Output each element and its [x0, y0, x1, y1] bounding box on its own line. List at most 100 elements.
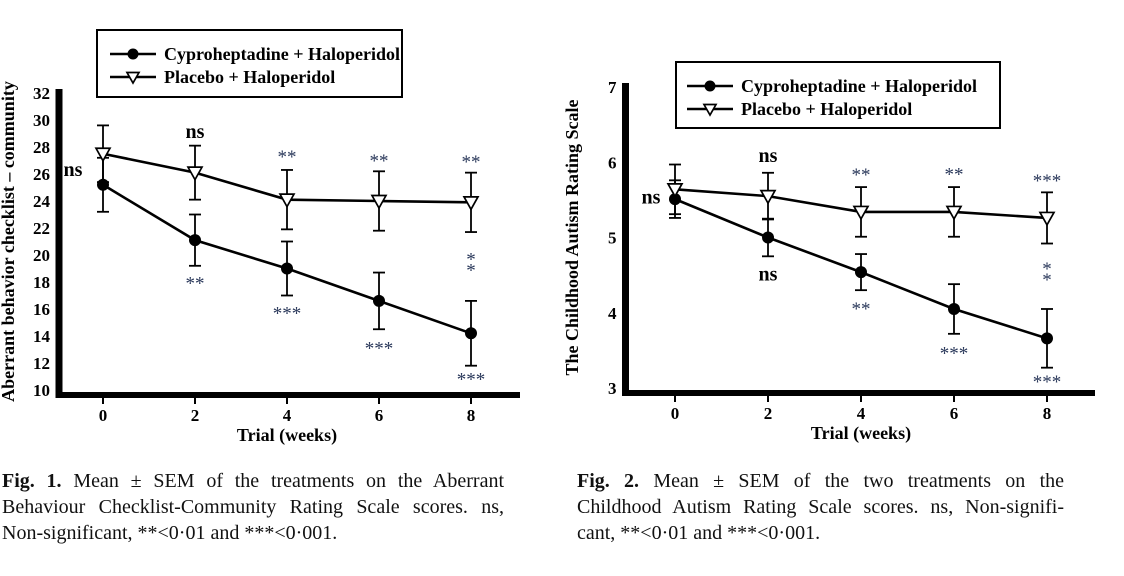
fig1-caption-line2: Behaviour Checklist-Community Rating Sca…: [2, 496, 504, 518]
y-tick-label: 24: [33, 192, 51, 211]
fig1-caption-line3: Non-significant, **<0·01 and ***<0·001.: [2, 522, 338, 544]
significance-marker: ns: [642, 187, 661, 209]
y-tick-label: 4: [608, 304, 617, 323]
significance-marker: ***: [365, 338, 394, 359]
y-tick-label: 16: [33, 300, 50, 319]
legend-box: [675, 61, 1001, 129]
fig2-caption: Fig. 2. Mean ± SEM of the two treatments…: [577, 468, 1064, 546]
triangle-down-marker: [1038, 211, 1056, 227]
fig2-caption-line3: cant, **<0·01 and ***<0·001.: [577, 522, 821, 544]
x-axis-spine: [55, 392, 520, 398]
circle-marker: [669, 193, 681, 206]
fig1-caption-text1: Mean ± SEM of the treatments on the Aber…: [73, 470, 505, 492]
y-tick-label: 3: [608, 379, 617, 398]
significance-marker: ***: [940, 343, 969, 364]
circle-marker: [373, 294, 385, 307]
circle-marker: [465, 327, 477, 340]
significance-marker: **: [462, 152, 481, 173]
x-tick-label: 6: [375, 406, 384, 425]
fig1-caption-label: Fig. 1.: [2, 470, 62, 492]
x-tick-label: 0: [671, 404, 680, 423]
y-tick-label: 20: [33, 246, 50, 265]
significance-marker: ***: [273, 303, 302, 324]
x-axis-spine: [622, 390, 1095, 396]
legend-box: [96, 29, 403, 98]
y-tick-label: 22: [33, 219, 50, 238]
y-tick-label: 6: [608, 153, 617, 172]
triangle-down-marker: [702, 103, 718, 117]
significance-marker: **: [466, 249, 476, 281]
y-tick-label: 10: [33, 381, 50, 400]
x-axis-title: Trial (weeks): [811, 423, 911, 444]
triangle-down-marker: [759, 189, 777, 205]
significance-marker: ns: [759, 263, 778, 285]
significance-marker: **: [186, 274, 205, 295]
y-axis-spine: [622, 83, 629, 396]
legend-label: Placebo + Haloperidol: [164, 67, 335, 87]
fig2-caption-text1: Mean ± SEM of the two treatments on the: [653, 470, 1065, 492]
triangle-down-marker: [462, 196, 480, 212]
y-tick-label: 32: [33, 84, 50, 103]
legend-label: Cyproheptadine + Haloperidol: [741, 76, 977, 96]
significance-marker: ***: [1033, 171, 1062, 192]
significance-marker: ***: [457, 370, 486, 391]
x-tick-label: 8: [467, 406, 476, 425]
significance-marker: **: [852, 299, 871, 320]
circle-marker: [948, 302, 960, 315]
legend-label: Cyproheptadine + Haloperidol: [164, 44, 400, 64]
y-tick-label: 7: [608, 78, 617, 97]
y-tick-label: 30: [33, 111, 50, 130]
significance-marker: **: [852, 165, 871, 186]
x-tick-label: 0: [99, 406, 108, 425]
fig2-caption-label: Fig. 2.: [577, 470, 640, 492]
y-axis-title: The Childhood Autism Rating Scale: [562, 99, 582, 375]
triangle-down-marker: [125, 71, 141, 85]
x-axis-title: Trial (weeks): [237, 425, 337, 446]
x-tick-label: 6: [950, 404, 959, 423]
triangle-down-marker: [852, 205, 870, 221]
circle-marker: [704, 80, 716, 92]
circle-marker: [1041, 332, 1053, 345]
significance-marker: **: [945, 164, 964, 185]
triangle-down-marker: [666, 182, 684, 199]
y-tick-label: 26: [33, 165, 50, 184]
y-axis-spine: [55, 89, 63, 398]
significance-marker: ns: [759, 145, 778, 167]
triangle-down-marker: [945, 205, 963, 221]
triangle-down-marker: [278, 193, 296, 209]
y-axis-title: Aberrant behavior checklist – community: [0, 81, 18, 402]
significance-marker: **: [1042, 259, 1052, 291]
significance-marker: ***: [1033, 372, 1062, 393]
fig2-chart: 3 4 5 6 7 0 2 4 6 8 Trial (weeks) The Childhood Aut…: [562, 61, 1095, 444]
x-tick-label: 2: [191, 406, 200, 425]
triangle-down-marker: [94, 147, 112, 163]
x-tick-label: 8: [1043, 404, 1052, 423]
circle-marker: [762, 231, 774, 244]
y-tick-label: 14: [33, 327, 51, 346]
circle-marker: [127, 48, 139, 60]
y-tick-label: 28: [33, 138, 50, 157]
fig1-caption-line1: Fig. 1. Mean ± SEM of the treatments on …: [2, 468, 504, 494]
x-tick-label: 4: [283, 406, 292, 425]
fig1-caption: Fig. 1. Mean ± SEM of the treatments on …: [2, 468, 504, 546]
y-tick-label: 5: [608, 229, 617, 248]
y-tick-label: 18: [33, 273, 50, 292]
circle-marker: [281, 262, 293, 275]
triangle-down-marker: [370, 194, 388, 210]
circle-marker: [189, 234, 201, 247]
x-tick-label: 2: [764, 404, 773, 423]
circle-marker: [855, 266, 867, 279]
triangle-down-marker: [186, 166, 204, 182]
fig2-caption-line1: Fig. 2. Mean ± SEM of the two treatments…: [577, 468, 1064, 494]
y-tick-label: 12: [33, 354, 50, 373]
significance-marker: **: [370, 151, 389, 172]
legend-label: Placebo + Haloperidol: [741, 99, 912, 119]
significance-marker: **: [278, 147, 297, 168]
fig2-caption-line2: Childhood Autism Rating Scale scores. ns…: [577, 496, 1064, 518]
significance-marker: ns: [64, 159, 83, 181]
significance-marker: ns: [186, 121, 205, 143]
x-tick-label: 4: [857, 404, 866, 423]
circle-marker: [97, 178, 109, 191]
